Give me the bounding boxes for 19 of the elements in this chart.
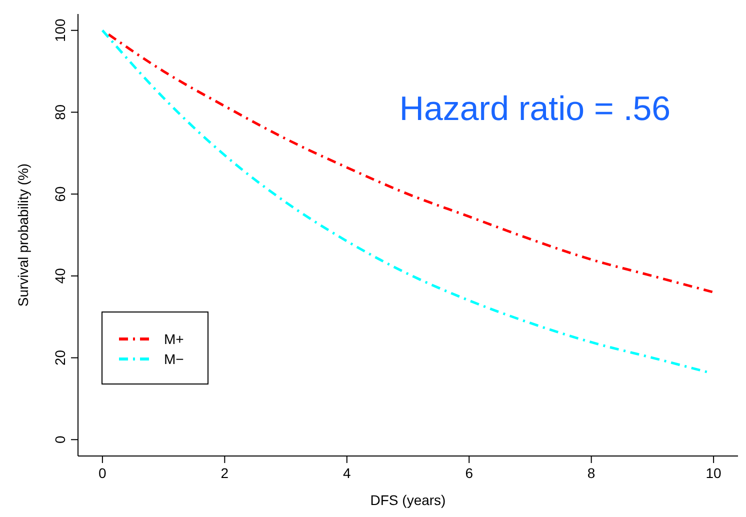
x-tick-label: 10 [706, 465, 722, 481]
y-tick-label: 40 [52, 268, 68, 284]
y-tick-label: 80 [52, 104, 68, 120]
x-tick-label: 2 [220, 465, 229, 481]
line-series [107, 33, 715, 294]
x-tick-label: 0 [98, 465, 107, 481]
y-tick-label: 0 [52, 436, 68, 444]
y-axis-title: Survival probability (%) [15, 163, 31, 307]
x-tick-label: 4 [342, 465, 351, 481]
y-tick-label: 60 [52, 186, 68, 202]
x-tick-label: 8 [587, 465, 596, 481]
y-tick-label: 100 [52, 18, 68, 42]
x-axis-title: DFS (years) [370, 492, 446, 508]
annotation: Hazard ratio = .56 [399, 90, 671, 128]
x-tick-label: 6 [465, 465, 474, 481]
line-series [101, 29, 709, 374]
y-tick-label: 20 [52, 350, 68, 366]
legend-label: M+ [164, 331, 184, 347]
legend-label: M− [164, 351, 184, 367]
